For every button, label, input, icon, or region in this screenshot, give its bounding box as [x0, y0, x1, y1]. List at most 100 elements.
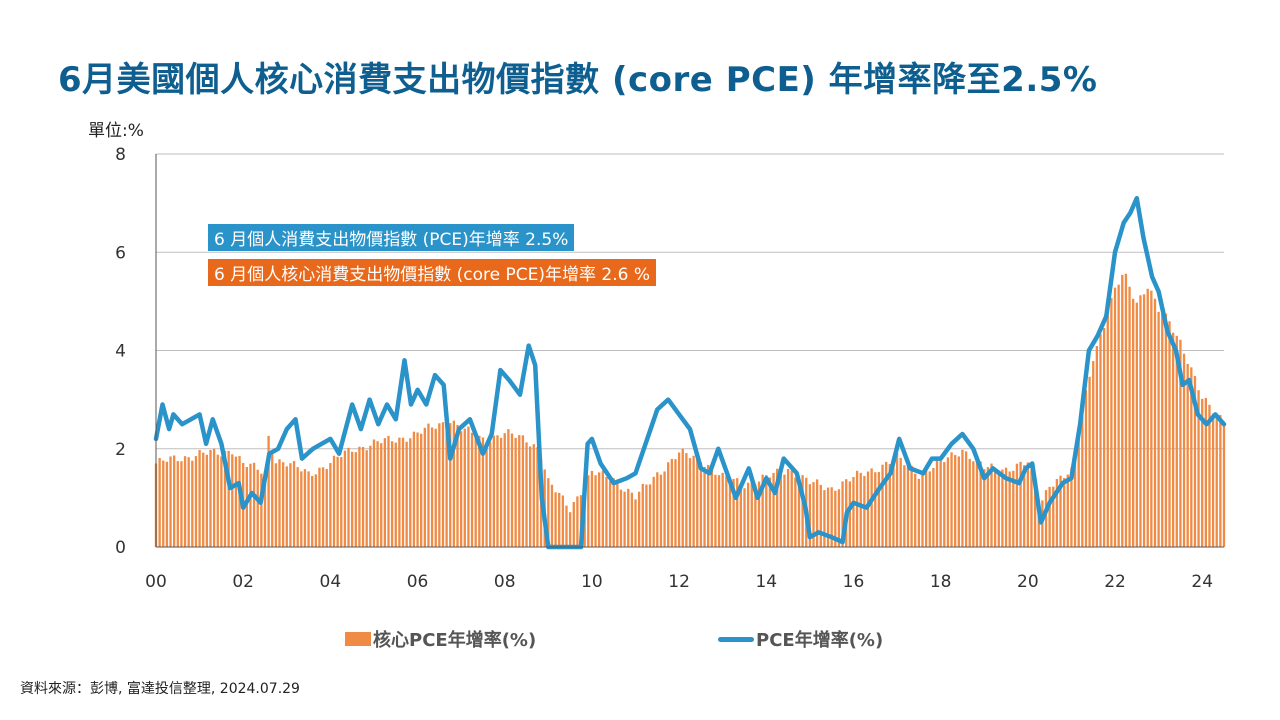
core-pce-bar	[917, 478, 921, 547]
annotation-core-pce: 6 月個人核心消費支出物價指數 (core PCE)年增率 2.6 %	[208, 259, 656, 286]
core-pce-bar	[870, 468, 873, 547]
core-pce-bar	[1001, 469, 1004, 547]
core-pce-bar	[928, 471, 931, 547]
core-pce-bar	[358, 446, 361, 547]
core-pce-bar	[202, 452, 205, 547]
x-tick-label-20: 20	[1017, 572, 1039, 592]
core-pce-bar	[245, 466, 248, 547]
core-pce-bar	[877, 472, 881, 547]
annotation-pce: 6 月個人消費支出物價指數 (PCE)年增率 2.5%	[208, 224, 575, 251]
core-pce-bar	[162, 460, 165, 547]
core-pce-bar	[939, 459, 942, 547]
core-pce-bar	[340, 457, 343, 547]
core-pce-bar	[1088, 376, 1091, 547]
core-pce-bar	[1030, 468, 1033, 547]
core-pce-bar	[645, 484, 648, 547]
core-pce-bar	[652, 476, 655, 547]
core-pce-bar	[1132, 298, 1135, 547]
source-note: 資料來源：彭博, 富達投信整理, 2024.07.29	[20, 681, 300, 697]
core-pce-bar	[619, 489, 623, 547]
core-pce-bar	[510, 433, 514, 547]
x-tick-label-06: 06	[407, 572, 429, 592]
core-pce-bar	[307, 471, 310, 547]
x-tick-label-10: 10	[581, 572, 603, 592]
core-pce-bar	[888, 464, 891, 547]
core-pce-bar	[554, 492, 557, 547]
core-pce-bar	[1204, 397, 1207, 547]
core-pce-bar	[1117, 284, 1120, 547]
core-pce-bar	[855, 470, 859, 547]
core-pce-bar	[1113, 287, 1117, 547]
core-pce-bar	[267, 435, 270, 547]
core-pce-bar	[332, 455, 336, 547]
core-pce-bar	[717, 475, 721, 547]
core-pce-bar	[194, 456, 198, 547]
x-tick-label-08: 08	[494, 572, 516, 592]
core-pce-bar	[372, 439, 376, 547]
core-pce-bar	[801, 475, 804, 547]
core-pce-bar	[234, 456, 238, 547]
core-pce-bar	[710, 467, 713, 547]
core-pce-bar	[518, 435, 521, 547]
core-pce-bar	[895, 452, 899, 547]
core-pce-bar	[786, 468, 790, 547]
core-pce-bar	[826, 487, 830, 547]
core-pce-bar	[452, 420, 456, 547]
core-pce-bar	[296, 467, 299, 547]
core-pce-bar	[914, 473, 917, 547]
y-tick-label-4: 4	[115, 342, 126, 362]
core-pce-bar	[776, 468, 779, 547]
core-pce-bar	[997, 472, 1000, 547]
core-pce-bar	[736, 478, 739, 547]
x-tick-label-16: 16	[843, 572, 865, 592]
core-pce-bar	[496, 435, 499, 547]
core-pce-bar	[790, 470, 793, 547]
core-pce-bar	[841, 481, 844, 547]
core-pce-bar	[470, 432, 474, 547]
core-pce-bar	[703, 467, 706, 547]
core-pce-bar	[623, 491, 626, 547]
core-pce-bar	[474, 437, 477, 547]
core-pce-bar	[910, 465, 913, 547]
core-pce-bar	[656, 472, 659, 547]
core-pce-bar	[256, 469, 259, 547]
core-pce-bar	[1139, 295, 1142, 547]
core-pce-bar	[1102, 327, 1106, 547]
core-pce-bar	[1157, 311, 1160, 547]
core-pce-bar	[1077, 434, 1080, 547]
x-tick-label-00: 00	[145, 572, 167, 592]
core-pce-bar	[779, 472, 782, 547]
core-pce-bar	[311, 476, 314, 547]
core-pce-bar	[768, 477, 772, 547]
core-pce-bar	[329, 463, 332, 547]
core-pce-bar	[757, 481, 761, 547]
core-pce-bar	[986, 467, 990, 547]
x-tick-label-02: 02	[232, 572, 254, 592]
core-pce-bar	[481, 437, 485, 547]
x-tick-labels: 00 02 04 06 08 10 12 14 16 18 20 22 24	[145, 572, 1213, 592]
core-pce-bar	[732, 478, 735, 547]
core-pce-bar	[401, 437, 405, 547]
core-pce-bar	[394, 442, 397, 547]
core-pce-bar	[797, 479, 801, 547]
core-pce-bar	[1015, 463, 1019, 547]
core-pce-bar	[1055, 479, 1059, 547]
core-pce-bar	[859, 472, 862, 547]
core-pce-bar	[558, 492, 561, 547]
core-pce-bar	[205, 454, 209, 547]
core-pce-bar	[608, 481, 612, 547]
core-pce-bar	[924, 469, 928, 547]
core-pce-bar	[576, 496, 579, 547]
core-pce-bar	[499, 437, 503, 547]
core-pce-bar	[441, 422, 445, 547]
core-pce-bar	[721, 472, 724, 547]
core-pce-bar	[634, 499, 637, 547]
core-pce-bar	[216, 454, 219, 547]
core-pce-bar	[412, 431, 416, 547]
core-pce-bar	[968, 458, 971, 547]
x-tick-label-12: 12	[668, 572, 690, 592]
core-pce-bar	[1153, 298, 1157, 547]
core-pce-bar	[209, 449, 212, 547]
y-tick-label-0: 0	[115, 538, 126, 558]
core-pce-bar	[1059, 475, 1062, 547]
